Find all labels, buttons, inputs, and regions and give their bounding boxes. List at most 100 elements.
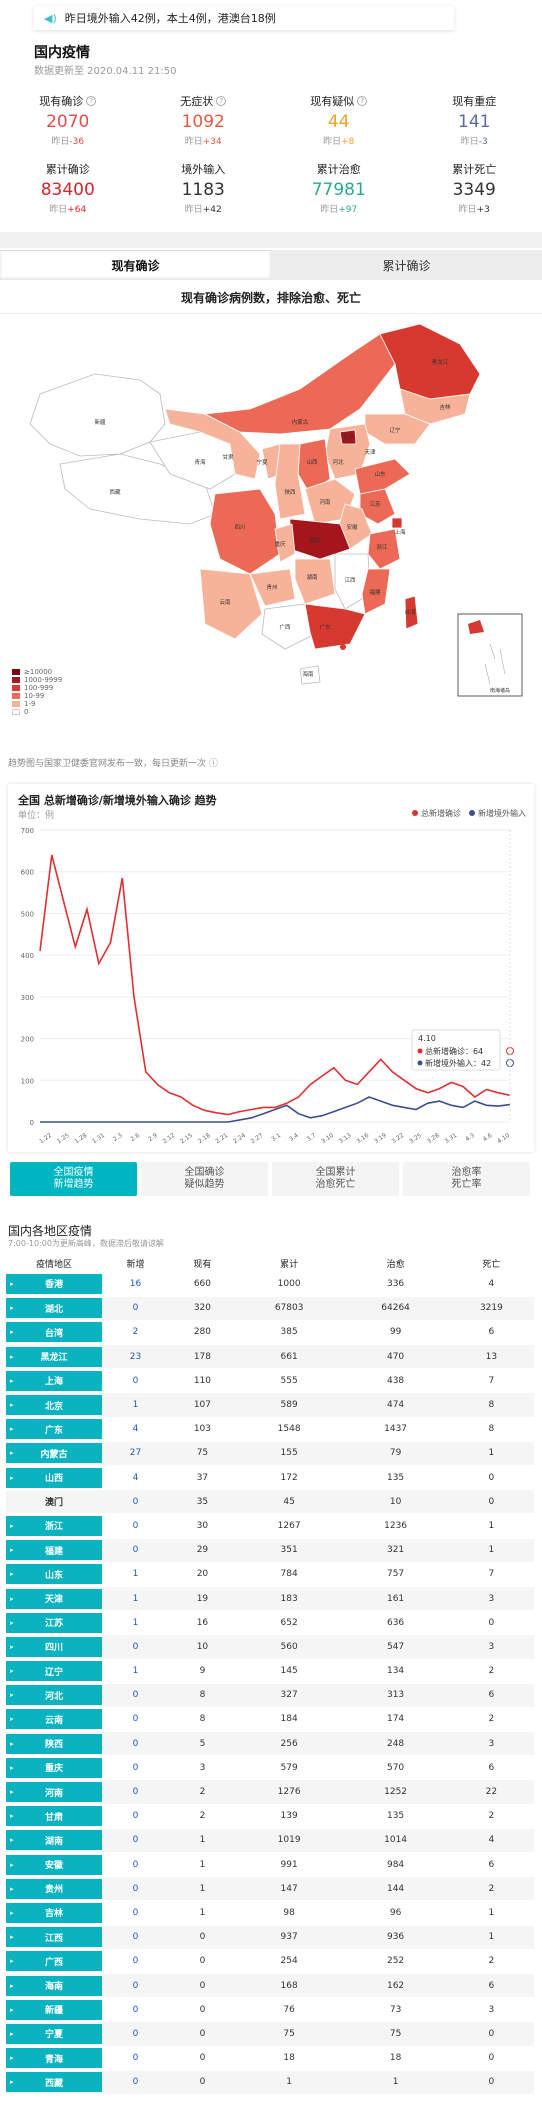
- table-row[interactable]: ▸ 台湾 2 280 385 99 6: [6, 1320, 534, 1346]
- table-row[interactable]: ▸ 香港 16 660 1000 336 4: [6, 1272, 534, 1297]
- tab-current-confirmed[interactable]: 现有确诊: [0, 250, 271, 280]
- table-row[interactable]: ▸ 湖北 0 320 67803 64264 3219: [6, 1296, 534, 1321]
- cured-cases: 336: [342, 1272, 449, 1297]
- region-name-cell[interactable]: ▸ 河北: [6, 1683, 102, 1708]
- stat-card[interactable]: 累计死亡 3349 昨日+3: [407, 160, 542, 228]
- table-row[interactable]: ▸ 山西 4 37 172 135 0: [6, 1465, 534, 1491]
- stat-card[interactable]: 境外输入 1183 昨日+42: [136, 160, 272, 228]
- table-row[interactable]: ▸ 重庆 0 3 579 570 6: [6, 1755, 534, 1781]
- tab-cumulative-confirmed[interactable]: 累计确诊: [271, 250, 542, 280]
- help-icon[interactable]: ?: [86, 96, 97, 106]
- region-name-cell[interactable]: ▸ 天津: [6, 1586, 102, 1612]
- table-row[interactable]: ▸ 广东 4 103 1548 1437 8: [6, 1417, 534, 1442]
- table-row[interactable]: ▸ 江苏 1 16 652 636 0: [6, 1610, 534, 1636]
- help-icon[interactable]: ?: [357, 96, 368, 106]
- expand-arrow-icon: ▸: [10, 1594, 14, 1603]
- region-name-cell[interactable]: 澳门: [6, 1489, 102, 1515]
- stat-card[interactable]: 累计确诊 83400 昨日+64: [0, 160, 136, 228]
- region-name-cell[interactable]: ▸ 黑龙江: [6, 1344, 102, 1370]
- trend-chart-svg[interactable]: 0 100 200 300 400 500 600 700 1.22 1.25 1.28 1.31 2…: [8, 784, 534, 1152]
- china-map[interactable]: 南海诸岛 新疆 西藏 青海 甘肃 内蒙古 黑龙江 吉林 辽宁 北京 天津 河北 山西 宁夏 陕西 四川 重庆湖…: [0, 314, 542, 728]
- region-name-cell[interactable]: ▸ 辽宁: [6, 1659, 102, 1684]
- region-name-cell[interactable]: ▸ 江苏: [6, 1610, 102, 1636]
- region-name-cell[interactable]: ▸ 青海: [6, 2046, 102, 2071]
- region-name-cell[interactable]: ▸ 山西: [6, 1465, 102, 1491]
- table-row[interactable]: ▸ 安徽 0 1 991 984 6: [6, 1852, 534, 1878]
- region-name-cell[interactable]: ▸ 上海: [6, 1368, 102, 1394]
- table-row[interactable]: ▸ 陕西 0 5 256 248 3: [6, 1731, 534, 1757]
- notice-bar[interactable]: ◀) 昨日境外输入42例，本土4例，港澳台18例: [34, 6, 454, 30]
- region-name-cell[interactable]: ▸ 新疆: [6, 1997, 102, 2023]
- province-label: 重庆: [274, 540, 286, 548]
- region-name-cell[interactable]: ▸ 湖北: [6, 1296, 102, 1321]
- chart-mode-button[interactable]: 全国累计 治愈死亡: [272, 1162, 399, 1196]
- stat-card[interactable]: 现有疑似? 44 昨日+8: [271, 92, 407, 160]
- stat-delta: 昨日-3: [460, 137, 488, 147]
- region-name-cell[interactable]: ▸ 福建: [6, 1538, 102, 1563]
- table-row[interactable]: ▸ 内蒙古 27 75 155 79 1: [6, 1441, 534, 1467]
- region-name-cell[interactable]: ▸ 甘肃: [6, 1804, 102, 1829]
- table-row[interactable]: ▸ 福建 0 29 351 321 1: [6, 1538, 534, 1563]
- region-name-cell[interactable]: ▸ 广西: [6, 1949, 102, 1974]
- table-row[interactable]: ▸ 北京 1 107 589 474 8: [6, 1392, 534, 1418]
- cured-cases: 474: [342, 1392, 449, 1418]
- region-name-cell[interactable]: ▸ 河南: [6, 1779, 102, 1805]
- current-cases: 10: [168, 1634, 236, 1660]
- table-row[interactable]: ▸ 新疆 0 0 76 73 3: [6, 1997, 534, 2023]
- table-row[interactable]: ▸ 广西 0 0 254 252 2: [6, 1949, 534, 1974]
- chart-mode-button[interactable]: 治愈率 死亡率: [403, 1162, 530, 1196]
- deaths: 3: [448, 1634, 534, 1660]
- region-name-cell[interactable]: ▸ 宁夏: [6, 2021, 102, 2047]
- table-row[interactable]: ▸ 四川 0 10 560 547 3: [6, 1634, 534, 1660]
- region-name-cell[interactable]: ▸ 北京: [6, 1392, 102, 1418]
- region-name-cell[interactable]: ▸ 海南: [6, 1973, 102, 1999]
- region-name-cell[interactable]: ▸ 陕西: [6, 1731, 102, 1757]
- chart-mode-button[interactable]: 全国确诊 疑似趋势: [141, 1162, 268, 1196]
- region-name-cell[interactable]: ▸ 西藏: [6, 2070, 102, 2095]
- deaths: 3219: [448, 1296, 534, 1321]
- province-label: 湖北: [309, 536, 321, 544]
- table-row[interactable]: ▸ 河南 0 2 1276 1252 22: [6, 1779, 534, 1805]
- region-name-cell[interactable]: ▸ 湖南: [6, 1828, 102, 1854]
- table-row[interactable]: ▸ 吉林 0 1 98 96 1: [6, 1900, 534, 1926]
- region-name-cell[interactable]: ▸ 江西: [6, 1925, 102, 1950]
- region-name-cell[interactable]: ▸ 内蒙古: [6, 1441, 102, 1467]
- stat-card[interactable]: 现有重症 141 昨日-3: [407, 92, 542, 160]
- table-row[interactable]: ▸ 海南 0 0 168 162 6: [6, 1973, 534, 1999]
- current-cases: 8: [168, 1683, 236, 1708]
- region-name-cell[interactable]: ▸ 台湾: [6, 1320, 102, 1346]
- stat-card[interactable]: 累计治愈 77981 昨日+97: [271, 160, 407, 228]
- table-row[interactable]: ▸ 山东 1 20 784 757 7: [6, 1562, 534, 1587]
- region-name-cell[interactable]: ▸ 浙江: [6, 1513, 102, 1539]
- region-name-cell[interactable]: ▸ 广东: [6, 1417, 102, 1442]
- table-row[interactable]: ▸ 西藏 0 0 1 1 0: [6, 2070, 534, 2095]
- region-name-cell[interactable]: ▸ 云南: [6, 1707, 102, 1733]
- chart-mode-button[interactable]: 全国疫情 新增趋势: [10, 1162, 137, 1196]
- stat-card[interactable]: 现有确诊? 2070 昨日-36: [0, 92, 136, 160]
- table-row[interactable]: ▸ 上海 0 110 555 438 7: [6, 1368, 534, 1394]
- table-row[interactable]: ▸ 浙江 0 30 1267 1236 1: [6, 1513, 534, 1539]
- stats-grid: 现有确诊? 2070 昨日-36 无症状? 1092 昨日+34 现有疑似? 44 昨日+8 现有…: [0, 92, 542, 228]
- region-name-cell[interactable]: ▸ 香港: [6, 1272, 102, 1297]
- region-name-cell[interactable]: ▸ 安徽: [6, 1852, 102, 1878]
- table-row[interactable]: ▸ 甘肃 0 2 139 135 2: [6, 1804, 534, 1829]
- table-row[interactable]: ▸ 黑龙江 23 178 661 470 13: [6, 1344, 534, 1370]
- region-name-cell[interactable]: ▸ 贵州: [6, 1876, 102, 1902]
- region-name-cell[interactable]: ▸ 吉林: [6, 1900, 102, 1926]
- cured-cases: 570: [342, 1755, 449, 1781]
- table-row[interactable]: 澳门 0 35 45 10 0: [6, 1489, 534, 1515]
- table-row[interactable]: ▸ 贵州 0 1 147 144 2: [6, 1876, 534, 1902]
- region-name-cell[interactable]: ▸ 重庆: [6, 1755, 102, 1781]
- table-row[interactable]: ▸ 云南 0 8 184 174 2: [6, 1707, 534, 1733]
- table-row[interactable]: ▸ 天津 1 19 183 161 3: [6, 1586, 534, 1612]
- table-row[interactable]: ▸ 江西 0 0 937 936 1: [6, 1925, 534, 1950]
- table-row[interactable]: ▸ 青海 0 0 18 18 0: [6, 2046, 534, 2071]
- table-row[interactable]: ▸ 宁夏 0 0 75 75 0: [6, 2021, 534, 2047]
- stat-card[interactable]: 无症状? 1092 昨日+34: [136, 92, 272, 160]
- table-row[interactable]: ▸ 辽宁 1 9 145 134 2: [6, 1659, 534, 1684]
- help-icon[interactable]: ?: [216, 96, 227, 106]
- region-name-cell[interactable]: ▸ 山东: [6, 1562, 102, 1587]
- table-row[interactable]: ▸ 湖南 0 1 1019 1014 4: [6, 1828, 534, 1854]
- table-row[interactable]: ▸ 河北 0 8 327 313 6: [6, 1683, 534, 1708]
- region-name-cell[interactable]: ▸ 四川: [6, 1634, 102, 1660]
